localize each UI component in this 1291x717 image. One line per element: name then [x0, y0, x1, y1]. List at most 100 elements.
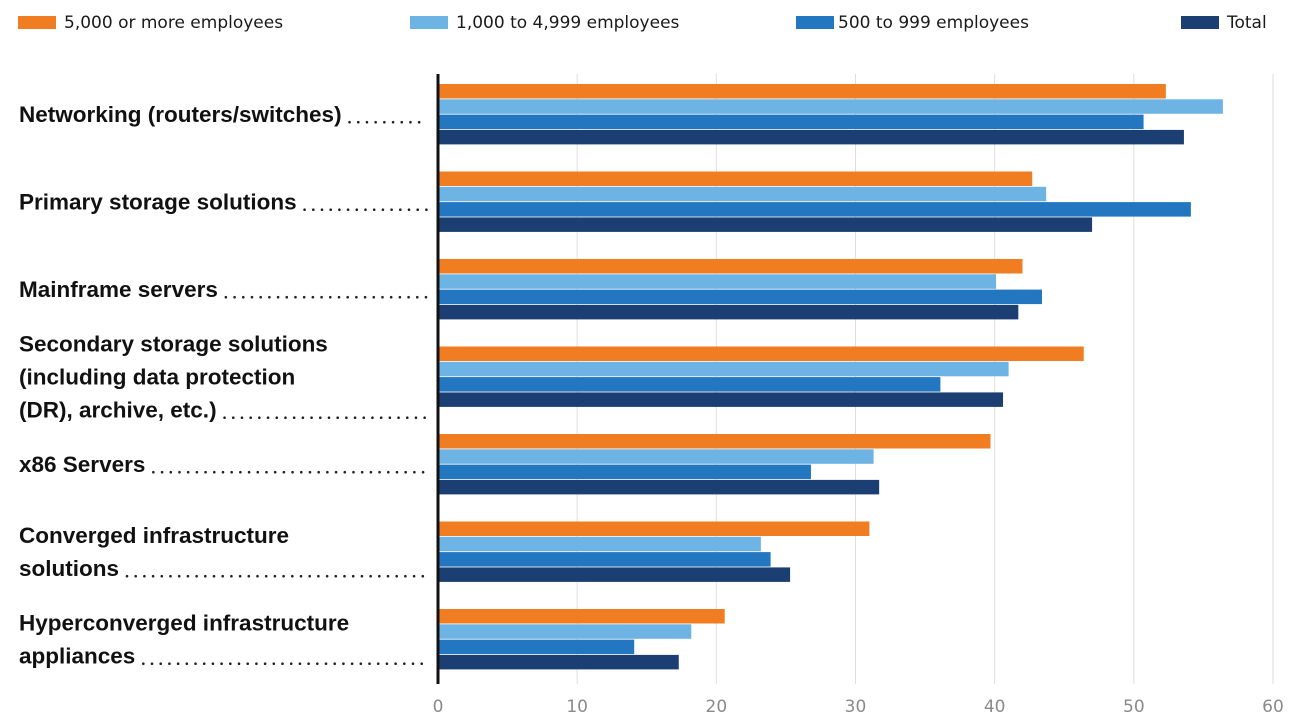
dot-leader [143, 575, 146, 578]
dot-leader [204, 575, 207, 578]
dot-leader [328, 416, 331, 419]
dot-leader [223, 416, 226, 419]
dot-leader [300, 471, 303, 474]
dot-leader [425, 296, 428, 299]
dot-leader [303, 208, 306, 211]
bar [438, 640, 634, 655]
bar [438, 187, 1046, 202]
dot-leader [383, 121, 386, 124]
bar [438, 217, 1092, 232]
legend-swatch [1181, 16, 1219, 29]
dot-leader [309, 471, 312, 474]
x-tick-label: 20 [706, 697, 728, 717]
dot-leader [178, 471, 181, 474]
dot-leader [316, 662, 319, 665]
dot-leader [232, 416, 235, 419]
dot-leader [406, 416, 409, 419]
bar [438, 655, 679, 670]
dot-leader [275, 416, 278, 419]
dot-leader [370, 471, 373, 474]
dot-leader [233, 296, 236, 299]
dot-leader [352, 575, 355, 578]
legend-swatch [410, 16, 448, 29]
dot-leader [310, 416, 313, 419]
bar [438, 609, 725, 624]
category-label-line: Secondary storage solutions [19, 332, 328, 357]
bar [438, 434, 990, 449]
dot-leader [338, 296, 341, 299]
legend-label: 1,000 to 4,999 employees [456, 13, 680, 33]
dot-leader [321, 208, 324, 211]
dot-leader [159, 662, 162, 665]
dot-leader [394, 662, 397, 665]
dot-leader [342, 662, 345, 665]
dot-leader [225, 296, 228, 299]
bar [438, 347, 1084, 362]
legend-swatch [796, 16, 834, 29]
dot-leader [329, 296, 332, 299]
dot-leader [386, 662, 389, 665]
dot-leader [213, 575, 216, 578]
dot-leader [362, 416, 365, 419]
dot-leader [239, 575, 242, 578]
dot-leader [382, 208, 385, 211]
dot-leader [351, 662, 354, 665]
bar [438, 537, 761, 552]
bar [438, 377, 940, 392]
dot-leader [238, 662, 241, 665]
dot-leader [293, 416, 296, 419]
dot-leader [308, 575, 311, 578]
dot-leader [368, 662, 371, 665]
dot-leader [378, 471, 381, 474]
dot-leader [187, 575, 190, 578]
dot-leader [249, 416, 252, 419]
dot-leader [229, 662, 232, 665]
dot-leader [399, 208, 402, 211]
dot-leader [221, 575, 224, 578]
dot-leader [187, 471, 190, 474]
dot-leader [343, 471, 346, 474]
dot-leader [392, 121, 395, 124]
dot-leader [361, 575, 364, 578]
dot-leader [274, 471, 277, 474]
dot-leader [343, 575, 346, 578]
bar [438, 522, 869, 537]
dot-leader [281, 662, 284, 665]
dot-leader [389, 416, 392, 419]
dot-leader [213, 471, 216, 474]
dot-leader [239, 471, 242, 474]
bar [438, 362, 1009, 377]
dot-leader [291, 471, 294, 474]
dot-leader [390, 296, 393, 299]
dot-leader [142, 662, 145, 665]
dot-leader [241, 416, 244, 419]
bar [438, 259, 1023, 274]
dot-leader [326, 471, 329, 474]
x-tick-label: 10 [566, 697, 588, 717]
dot-leader [255, 662, 258, 665]
dot-leader [360, 662, 363, 665]
dot-leader [230, 471, 233, 474]
bar [438, 480, 879, 495]
dot-leader [290, 662, 293, 665]
dot-leader [248, 575, 251, 578]
bar [438, 99, 1223, 114]
dot-leader [422, 575, 425, 578]
dot-leader [345, 416, 348, 419]
dot-leader [397, 416, 400, 419]
dot-leader [348, 121, 351, 124]
dot-leader [412, 662, 415, 665]
dot-leader [399, 296, 402, 299]
category-label: Hyperconverged infrastructure appliances [19, 611, 423, 669]
dot-leader [409, 121, 412, 124]
dot-leader [416, 208, 419, 211]
dot-leader [335, 471, 338, 474]
dot-leader [294, 296, 297, 299]
bar [438, 624, 691, 639]
dot-leader [265, 575, 268, 578]
category-labels: Networking (routers/switches) Primary sto… [19, 102, 428, 669]
dot-leader [242, 296, 245, 299]
category-label-line: appliances [19, 644, 135, 669]
category-label-line: solutions [19, 556, 119, 581]
